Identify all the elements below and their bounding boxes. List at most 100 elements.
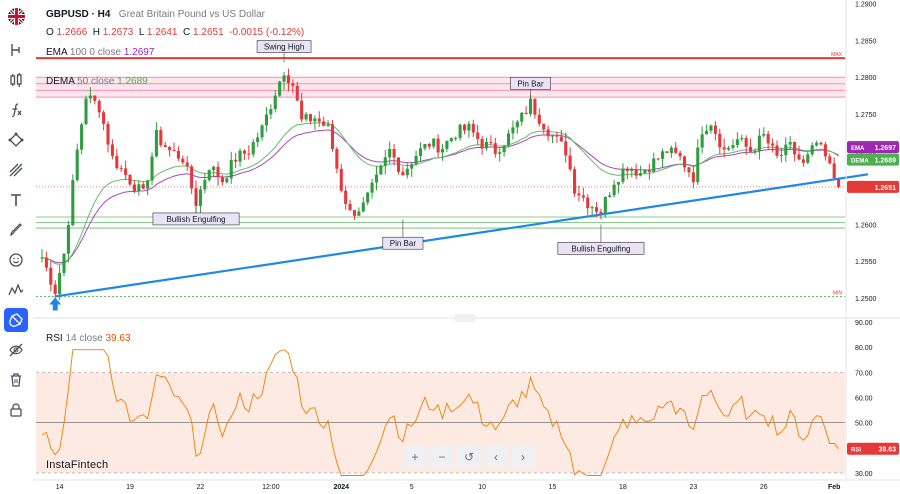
reset-view-button[interactable]: ↺ <box>457 446 481 468</box>
candle-body <box>445 141 449 149</box>
candle-94 <box>454 136 458 142</box>
high-label: H <box>92 27 100 38</box>
candle-83 <box>405 163 409 179</box>
candle-108 <box>515 119 519 134</box>
brush-icon[interactable] <box>4 218 28 242</box>
price-tag-value-0: 1.2697 <box>875 145 897 152</box>
ema-params: 100 0 close <box>69 47 122 58</box>
candle-body <box>176 150 180 159</box>
candle-body <box>476 132 480 139</box>
candle-body <box>330 124 335 150</box>
candle-166 <box>771 138 775 153</box>
time-tick-0: 14 <box>56 484 64 491</box>
formula-icon[interactable] <box>4 98 28 122</box>
nodes-icon[interactable] <box>4 128 28 152</box>
candle-body <box>141 184 145 189</box>
candle-body <box>599 211 603 214</box>
candle-179 <box>828 153 832 165</box>
candle-176 <box>815 140 819 147</box>
candles-icon[interactable] <box>4 68 28 92</box>
rsi-legend[interactable]: RSI 14 close 39.63 <box>46 333 131 344</box>
candle-body <box>88 95 92 99</box>
price-tick-7: 1.2550 <box>855 259 877 266</box>
candle-body <box>49 267 53 285</box>
candle-body <box>106 123 110 145</box>
resistance-zone <box>36 77 845 98</box>
candle-169 <box>784 137 788 162</box>
candle-125 <box>590 205 594 216</box>
candle-62 <box>313 115 317 130</box>
scroll-right-button[interactable]: › <box>511 446 535 468</box>
candle-49 <box>256 132 260 148</box>
drawing-lines-icon[interactable] <box>4 158 28 182</box>
candle-154 <box>718 128 722 155</box>
candle-body <box>242 150 246 154</box>
hide-icon[interactable] <box>4 338 28 362</box>
rsi-tag-label: RSI <box>851 448 861 454</box>
candle-34 <box>190 164 194 194</box>
trash-icon[interactable] <box>4 368 28 392</box>
candle-85 <box>414 150 418 166</box>
magnet-icon[interactable] <box>4 308 28 332</box>
candle-body <box>753 150 757 152</box>
candle-86 <box>418 142 423 163</box>
candle-body <box>97 100 101 113</box>
candle-body <box>66 225 70 254</box>
candle-body <box>779 155 783 157</box>
candle-body <box>621 168 625 182</box>
price-tag-2 <box>847 180 899 193</box>
emoji-icon[interactable] <box>4 248 28 272</box>
candle-162 <box>753 148 757 155</box>
dema-legend[interactable]: DEMA 50 close 1.2689 <box>46 76 148 87</box>
rsi-tag <box>847 442 899 455</box>
candle-body <box>436 138 440 153</box>
candle-1 <box>44 251 48 272</box>
candle-body <box>568 155 572 170</box>
candle-body <box>484 142 489 149</box>
rsi-line <box>41 349 839 476</box>
annotation-label-3: Pin Bar <box>390 239 417 248</box>
chart-canvas[interactable]: MAX MIN Swing High Pin Bar Bullish Engulfing… <box>33 0 900 494</box>
candle-body <box>528 98 533 114</box>
candle-body <box>740 138 744 140</box>
candle-body <box>234 159 238 162</box>
uk-flag-icon[interactable] <box>8 8 25 25</box>
rsi-tag-value: 39.63 <box>878 447 896 454</box>
candle-168 <box>779 147 783 163</box>
candle-body <box>511 127 515 134</box>
ema-legend[interactable]: EMA 100 0 close 1.2697 <box>46 47 154 58</box>
candle-body <box>806 154 810 163</box>
candle-60 <box>304 111 308 122</box>
candle-body <box>718 133 722 148</box>
candle-body <box>762 133 766 136</box>
candle-body <box>480 138 484 149</box>
candle-180 <box>832 157 836 180</box>
candle-body <box>832 163 836 179</box>
candle-body <box>146 180 150 189</box>
candle-body <box>432 138 436 147</box>
candle-body <box>471 123 475 133</box>
candle-7 <box>71 174 75 227</box>
candle-138 <box>647 163 651 180</box>
indicator-h-icon[interactable] <box>4 38 28 62</box>
candle-29 <box>168 145 172 157</box>
candle-67 <box>335 146 339 174</box>
candle-102 <box>489 135 493 146</box>
zoom-out-button[interactable]: − <box>430 446 454 468</box>
text-icon[interactable] <box>4 188 28 212</box>
pattern-icon[interactable] <box>4 278 28 302</box>
candle-body <box>722 147 726 150</box>
candle-body <box>462 124 467 131</box>
scroll-left-button[interactable]: ‹ <box>484 446 508 468</box>
candle-33 <box>185 156 189 171</box>
candle-body <box>590 207 594 209</box>
candle-15 <box>106 121 110 153</box>
candle-body <box>793 142 797 155</box>
time-tick-10: 26 <box>760 484 768 491</box>
candle-body <box>744 138 748 147</box>
zoom-in-button[interactable]: + <box>403 446 427 468</box>
candle-37 <box>203 172 207 194</box>
lock-icon[interactable] <box>4 398 28 422</box>
candle-119 <box>564 132 568 163</box>
candle-4 <box>58 265 62 301</box>
